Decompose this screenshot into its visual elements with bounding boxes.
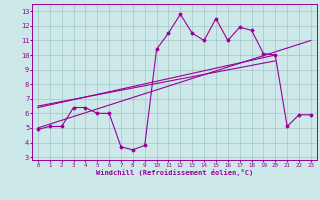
X-axis label: Windchill (Refroidissement éolien,°C): Windchill (Refroidissement éolien,°C) xyxy=(96,169,253,176)
